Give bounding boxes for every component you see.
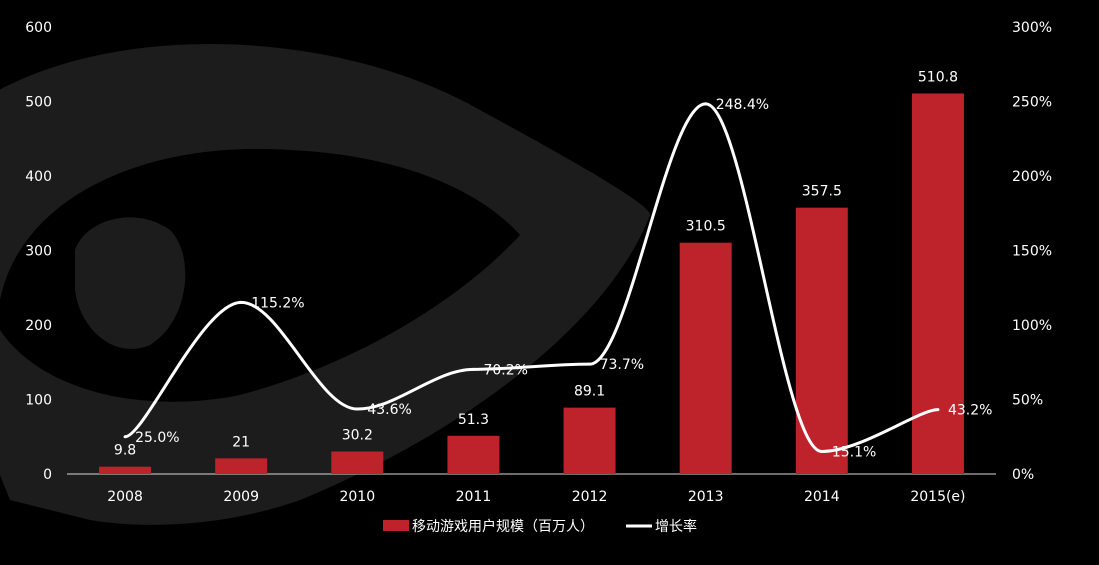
left-axis-tick-label: 0 bbox=[43, 467, 52, 483]
x-axis-tick-label: 2014 bbox=[804, 489, 840, 505]
line-point bbox=[471, 367, 475, 371]
legend-line-label: 增长率 bbox=[655, 518, 697, 535]
left-axis-tick-label: 100 bbox=[25, 393, 52, 409]
bar-value-label: 510.8 bbox=[918, 69, 958, 85]
left-axis: 0 100 200 300 400 500 600 bbox=[25, 20, 52, 483]
line-point bbox=[123, 435, 127, 439]
x-axis-tick-label: 2010 bbox=[339, 489, 375, 505]
right-axis-tick-label: 0% bbox=[1012, 467, 1034, 483]
bar-value-label: 310.5 bbox=[686, 219, 726, 235]
line-value-label: 15.1% bbox=[832, 445, 876, 461]
bar bbox=[331, 451, 384, 474]
x-axis-tick-label: 2009 bbox=[223, 489, 259, 505]
bar bbox=[679, 242, 732, 474]
line-value-label: 25.0% bbox=[135, 430, 179, 446]
line-point bbox=[820, 450, 824, 454]
bar-data-labels: 9.8 21 30.2 51.3 89.1 310.5 357.5 510.8 bbox=[114, 69, 958, 458]
watermark-eye-shape bbox=[0, 43, 650, 525]
line-point bbox=[239, 300, 243, 304]
right-axis-tick-label: 200% bbox=[1012, 169, 1052, 185]
line-point bbox=[355, 407, 359, 411]
x-axis-tick-label: 2012 bbox=[572, 489, 608, 505]
line-value-label: 73.7% bbox=[600, 357, 644, 373]
bar bbox=[99, 466, 152, 474]
bar bbox=[563, 407, 616, 474]
line-value-label: 115.2% bbox=[251, 295, 304, 311]
line-series bbox=[123, 102, 940, 454]
left-axis-tick-label: 600 bbox=[25, 20, 52, 36]
bar-value-label: 21 bbox=[232, 434, 250, 450]
right-axis-tick-label: 100% bbox=[1012, 318, 1052, 334]
line-value-label: 70.2% bbox=[483, 362, 527, 378]
line-value-label: 43.2% bbox=[948, 403, 992, 419]
line-point bbox=[588, 362, 592, 366]
left-axis-tick-label: 200 bbox=[25, 318, 52, 334]
line-value-label: 43.6% bbox=[367, 402, 411, 418]
legend: 移动游戏用户规模（百万人） 增长率 bbox=[383, 518, 697, 535]
bar-value-label: 89.1 bbox=[574, 384, 605, 400]
bar-value-label: 30.2 bbox=[342, 428, 373, 444]
bar-value-label: 51.3 bbox=[458, 412, 489, 428]
bar-value-label: 357.5 bbox=[802, 184, 842, 200]
line-data-labels: 25.0% 115.2% 43.6% 70.2% 73.7% 248.4% 15.1% 43.… bbox=[135, 97, 992, 461]
legend-bar-swatch bbox=[383, 520, 409, 531]
background-logo-watermark bbox=[0, 43, 650, 525]
bar bbox=[215, 458, 268, 474]
x-axis-tick-labels: 2008 2009 2010 2011 2012 2013 2014 2015(e) bbox=[107, 489, 965, 505]
x-axis-tick-label: 2008 bbox=[107, 489, 143, 505]
right-axis: 0% 50% 100% 150% 200% 250% 300% bbox=[1012, 20, 1052, 483]
x-axis-tick-label: 2015(e) bbox=[910, 489, 965, 505]
line-value-label: 248.4% bbox=[716, 97, 769, 113]
watermark-inner-blob bbox=[75, 217, 186, 349]
bar-value-label: 9.8 bbox=[114, 443, 136, 459]
line-point bbox=[704, 102, 708, 106]
watermark-blade bbox=[108, 50, 195, 130]
right-axis-tick-label: 300% bbox=[1012, 20, 1052, 36]
left-axis-tick-label: 500 bbox=[25, 95, 52, 111]
x-axis-tick-label: 2013 bbox=[688, 489, 724, 505]
bar bbox=[795, 207, 848, 474]
left-axis-tick-label: 300 bbox=[25, 244, 52, 260]
bar bbox=[447, 435, 500, 474]
x-axis-tick-label: 2011 bbox=[456, 489, 492, 505]
legend-bar-label: 移动游戏用户规模（百万人） bbox=[412, 518, 594, 535]
left-axis-tick-label: 400 bbox=[25, 169, 52, 185]
bar-series bbox=[99, 93, 964, 474]
right-axis-tick-label: 50% bbox=[1012, 393, 1043, 409]
right-axis-tick-label: 250% bbox=[1012, 95, 1052, 111]
right-axis-tick-label: 150% bbox=[1012, 244, 1052, 260]
line-point bbox=[936, 408, 940, 412]
